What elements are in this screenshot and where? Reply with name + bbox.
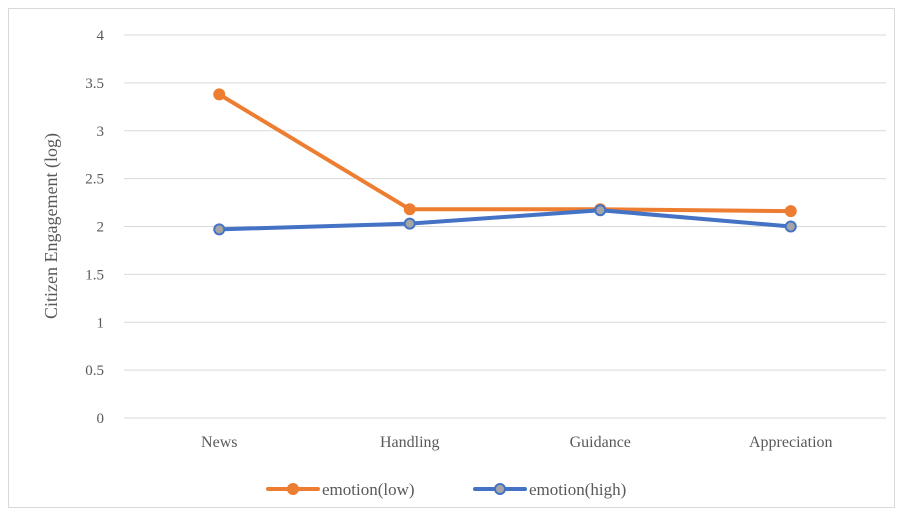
data-point	[594, 204, 607, 217]
data-point	[403, 217, 416, 230]
y-axis-ticks: 0 0.5 1 1.5 2 2.5 3 3.5 4	[85, 28, 104, 427]
y-tick-label: 0.5	[85, 363, 104, 379]
data-point	[213, 223, 226, 236]
chart-frame	[8, 8, 895, 508]
x-category-label: Appreciation	[749, 434, 833, 451]
legend-label: emotion(high)	[529, 480, 626, 499]
data-point	[213, 88, 226, 101]
legend-label: emotion(low)	[322, 480, 415, 499]
gridlines	[124, 34, 886, 419]
y-tick-label: 2	[97, 220, 105, 236]
data-point	[784, 205, 797, 218]
y-tick-label: 3	[97, 124, 105, 140]
y-tick-label: 2.5	[85, 172, 104, 188]
series-line-1	[217, 92, 793, 214]
data-point	[403, 203, 416, 216]
data-series	[213, 88, 797, 236]
x-category-label: Guidance	[570, 434, 631, 451]
legend: emotion(low) emotion(high)	[266, 480, 626, 499]
x-category-label: News	[201, 434, 237, 451]
y-tick-label: 4	[97, 28, 105, 44]
x-category-label: Handling	[380, 434, 440, 451]
data-point	[784, 220, 797, 233]
x-axis-categories: News Handling Guidance Appreciation	[201, 434, 832, 451]
legend-marker	[494, 483, 506, 495]
y-axis-label: Citizen Engagement (log)	[41, 133, 62, 319]
y-tick-label: 3.5	[85, 76, 104, 92]
y-tick-label: 1	[97, 315, 105, 331]
series-line-2	[217, 208, 793, 232]
y-tick-label: 1.5	[85, 267, 104, 283]
legend-marker	[287, 483, 299, 495]
y-tick-label: 0	[97, 411, 105, 427]
